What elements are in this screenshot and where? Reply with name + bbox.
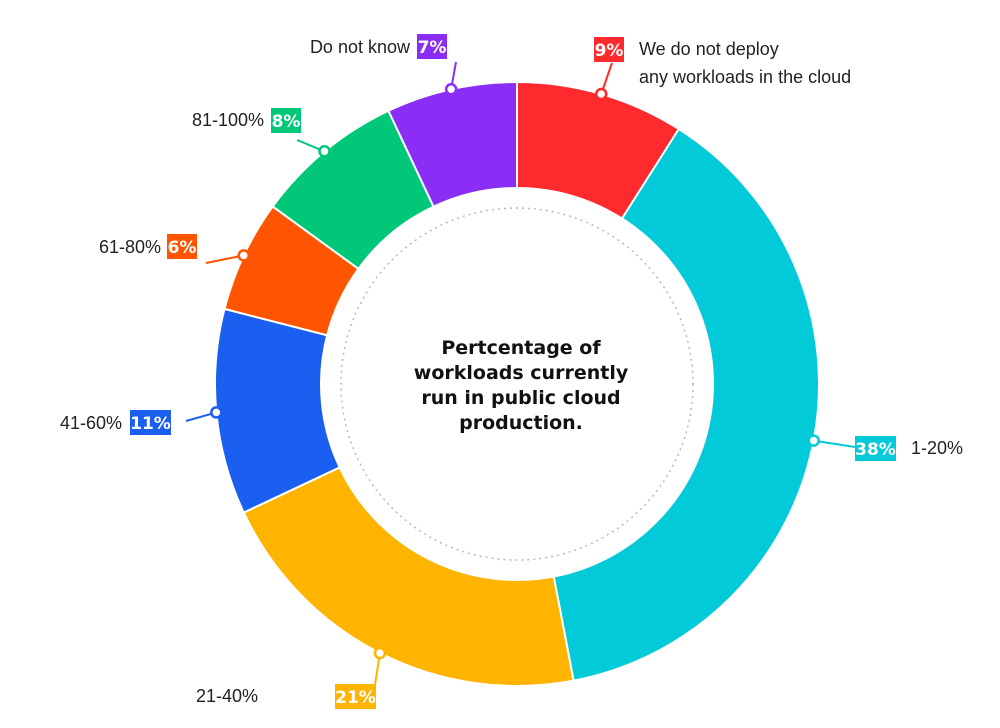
category-label-21-40: 21-40% xyxy=(196,686,258,706)
category-label-61-80: 61-80% xyxy=(99,237,161,257)
leader-dot-41-60 xyxy=(210,406,223,419)
leader-dot-61-80 xyxy=(237,249,250,262)
value-badge-21-40 xyxy=(335,684,376,709)
leader-dot-do-not-know xyxy=(444,83,458,96)
slice-21-40 xyxy=(242,466,575,687)
value-label-do-not-know: 7% xyxy=(418,38,447,58)
value-badge-81-100 xyxy=(271,108,301,133)
center-dotted-ring xyxy=(340,207,694,561)
category-label-41-60: 41-60% xyxy=(60,413,122,433)
value-badge-we-do-not-deploy-any-workloads-in-the-cloud xyxy=(594,37,624,62)
value-badge-1-20 xyxy=(855,436,896,461)
category-label-do-not-know: Do not know xyxy=(310,37,411,57)
value-badge-do-not-know xyxy=(417,34,447,59)
leader-dot-21-40 xyxy=(373,646,387,660)
value-label-we-do-not-deploy-any-workloads-in-the-cloud: 9% xyxy=(595,41,624,61)
leader-lines xyxy=(185,61,856,686)
donut-slices xyxy=(214,80,820,687)
value-label-81-100: 8% xyxy=(272,112,301,132)
leader-dot-81-100 xyxy=(318,145,331,158)
value-badge-61-80 xyxy=(167,234,197,259)
category-label-81-100: 81-100% xyxy=(192,110,264,130)
category-label-we-do-not-deploy-any-workloads-in-the-cloud: We do not deploy xyxy=(639,39,779,59)
leader-dot-1-20 xyxy=(807,434,820,447)
slice-labels: 9% We do not deploy any workloads in the c… xyxy=(60,34,963,709)
value-label-61-80: 6% xyxy=(168,238,197,258)
slice-do-not-know xyxy=(387,80,518,208)
value-badge-41-60 xyxy=(130,410,171,435)
leader-dot-we-do-not-deploy-any-workloads-in-the-cloud xyxy=(595,87,608,101)
category-label-we-do-not-deploy-any-workloads-in-the-cloud: any workloads in the cloud xyxy=(639,67,851,87)
leader-line-1-20 xyxy=(813,439,856,448)
value-label-1-20: 38% xyxy=(855,440,896,460)
chart-title: Pertcentage of workloads currently run i… xyxy=(413,337,629,434)
category-label-1-20: 1-20% xyxy=(911,438,963,458)
value-label-21-40: 21% xyxy=(335,688,376,708)
leader-line-61-80 xyxy=(205,254,244,264)
slice-1-20 xyxy=(552,127,820,682)
value-label-41-60: 11% xyxy=(130,414,171,434)
